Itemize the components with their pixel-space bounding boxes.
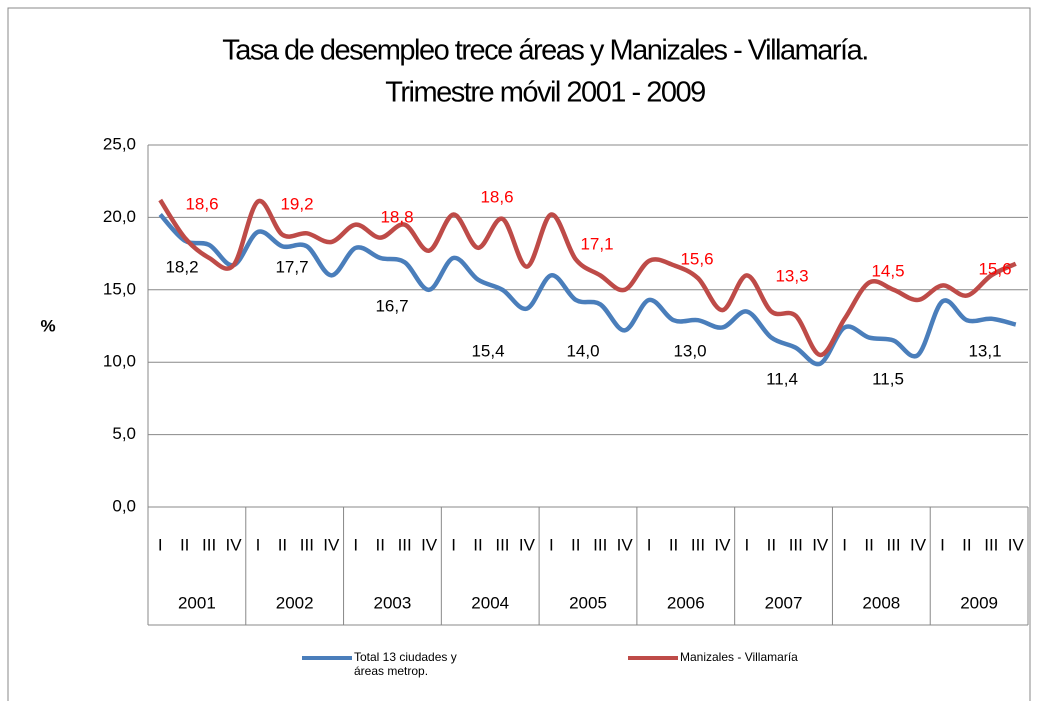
x-tick-label: II xyxy=(180,535,189,554)
y-tick-label: 20,0 xyxy=(103,207,136,226)
year-label: 2004 xyxy=(471,593,509,612)
annual-label: 13,3 xyxy=(775,266,808,285)
x-tick-label: II xyxy=(278,535,287,554)
x-tick-label: III xyxy=(495,535,509,554)
year-label: 2009 xyxy=(960,593,998,612)
annual-label: 11,5 xyxy=(872,369,904,388)
y-axis-label: % xyxy=(40,316,55,335)
annual-label: 15,4 xyxy=(471,341,504,360)
x-tick-label: I xyxy=(940,535,945,554)
legend-item: Manizales - Villamaría xyxy=(628,650,900,664)
year-label: 2008 xyxy=(862,593,900,612)
x-tick-label: III xyxy=(691,535,705,554)
x-tick-label: II xyxy=(962,535,971,554)
y-tick-label: 0,0 xyxy=(112,496,136,515)
x-tick-label: III xyxy=(789,535,803,554)
x-tick-label: III xyxy=(886,535,900,554)
annual-label: 14,0 xyxy=(566,341,599,360)
x-tick-label: IV xyxy=(323,535,340,554)
x-tick-label: II xyxy=(864,535,873,554)
y-tick-label: 25,0 xyxy=(103,134,136,153)
annual-label: 16,7 xyxy=(375,296,408,315)
annual-label: 13,0 xyxy=(673,341,706,360)
x-tick-label: IV xyxy=(226,535,243,554)
x-tick-label: I xyxy=(549,535,554,554)
chart-frame xyxy=(7,7,1031,701)
x-tick-label: II xyxy=(571,535,580,554)
legend-item: Total 13 ciudades y áreas metrop. xyxy=(302,650,484,678)
x-tick-label: IV xyxy=(910,535,927,554)
x-tick-label: IV xyxy=(714,535,731,554)
year-label: 2007 xyxy=(765,593,803,612)
y-tick-label: 5,0 xyxy=(112,424,136,443)
annual-label: 13,1 xyxy=(968,341,1001,360)
y-tick-label: 15,0 xyxy=(103,279,136,298)
annual-label: 11,4 xyxy=(766,369,798,388)
legend-swatch xyxy=(628,656,678,660)
x-tick-label: III xyxy=(398,535,412,554)
year-label: 2002 xyxy=(276,593,314,612)
x-tick-label: I xyxy=(353,535,358,554)
x-tick-label: III xyxy=(984,535,998,554)
annual-label: 18,8 xyxy=(380,207,413,226)
x-tick-label: I xyxy=(451,535,456,554)
annual-label: 18,6 xyxy=(185,194,218,213)
annual-label: 18,6 xyxy=(480,187,513,206)
x-tick-label: II xyxy=(669,535,678,554)
x-tick-label: IV xyxy=(812,535,829,554)
x-tick-label: I xyxy=(842,535,847,554)
annual-label: 18,2 xyxy=(165,257,198,276)
line-series xyxy=(158,212,1017,367)
year-label: 2006 xyxy=(667,593,705,612)
annual-label: 17,7 xyxy=(275,257,308,276)
annual-label: 14,5 xyxy=(871,261,904,280)
chart-subtitle: Trimestre móvil 2001 - 2009 xyxy=(385,77,705,109)
x-tick-label: IV xyxy=(1008,535,1025,554)
x-tick-label: III xyxy=(300,535,314,554)
annual-label: 17,1 xyxy=(580,234,613,253)
legend-swatch xyxy=(302,656,352,660)
legend-label: Manizales - Villamaría xyxy=(680,650,798,664)
year-label: 2003 xyxy=(374,593,412,612)
x-tick-label: IV xyxy=(421,535,438,554)
x-tick-label: II xyxy=(767,535,776,554)
chart-title: Tasa de desempleo trece áreas y Manizale… xyxy=(222,35,868,67)
annual-label: 15,6 xyxy=(978,259,1011,278)
annual-label: 19,2 xyxy=(280,194,313,213)
annual-label: 15,6 xyxy=(680,249,713,268)
x-tick-label: IV xyxy=(617,535,634,554)
x-tick-label: I xyxy=(647,535,652,554)
x-tick-label: I xyxy=(745,535,750,554)
x-tick-label: I xyxy=(256,535,261,554)
legend-label: Total 13 ciudades y áreas metrop. xyxy=(354,650,457,678)
x-tick-label: III xyxy=(202,535,216,554)
x-tick-label: II xyxy=(473,535,482,554)
line-series xyxy=(158,198,1017,358)
year-label: 2005 xyxy=(569,593,607,612)
year-label: 2001 xyxy=(178,593,216,612)
x-tick-label: II xyxy=(375,535,384,554)
x-tick-label: I xyxy=(158,535,163,554)
x-tick-label: III xyxy=(593,535,607,554)
y-tick-label: 10,0 xyxy=(103,352,136,371)
x-tick-label: IV xyxy=(519,535,536,554)
